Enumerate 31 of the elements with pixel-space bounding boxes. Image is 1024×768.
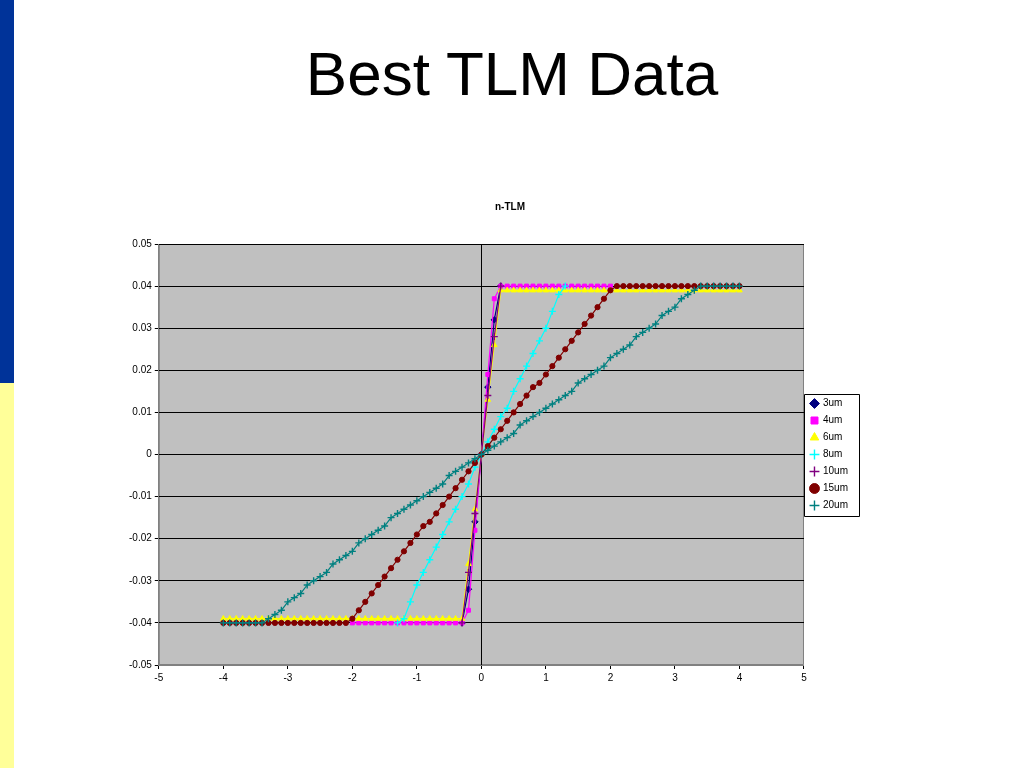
y-tick-label: 0.04: [132, 279, 153, 291]
x-tick-label: 0: [478, 671, 485, 683]
x-tick-label: -1: [412, 671, 422, 683]
chart-subtitle: n-TLM: [494, 201, 526, 213]
legend-label: 10um: [822, 465, 848, 477]
y-tick-label: -0.04: [129, 616, 153, 628]
y-tick-label: -0.01: [129, 490, 153, 502]
legend-label: 20um: [822, 499, 848, 511]
x-tick-label: 5: [801, 671, 808, 683]
legend-label: 15um: [822, 482, 848, 494]
x-tick-label: -5: [154, 671, 164, 683]
legend-label: 8um: [822, 448, 843, 460]
x-tick-label: 4: [736, 671, 743, 683]
x-tick-label: 1: [543, 671, 550, 683]
y-tick-label: 0.03: [132, 321, 153, 333]
y-tick-label: 0: [146, 448, 153, 460]
x-tick-label: -2: [347, 671, 358, 683]
x-tick-label: 3: [672, 671, 679, 683]
y-tick-label: -0.05: [129, 658, 153, 670]
legend-label: 6um: [822, 431, 843, 443]
x-tick-label: -3: [283, 671, 293, 683]
legend-label: 3um: [822, 397, 843, 409]
y-tick-label: -0.03: [129, 574, 153, 586]
y-tick-label: -0.02: [129, 532, 153, 544]
y-tick-label: 0.02: [132, 364, 153, 376]
x-tick-label: 2: [607, 671, 614, 683]
y-tick-label: 0.05: [132, 237, 153, 249]
chart-title: Best TLM Data: [304, 38, 720, 110]
y-tick-label: 0.01: [132, 406, 153, 418]
legend-label: 4um: [822, 414, 843, 426]
x-tick-label: -4: [218, 671, 229, 683]
